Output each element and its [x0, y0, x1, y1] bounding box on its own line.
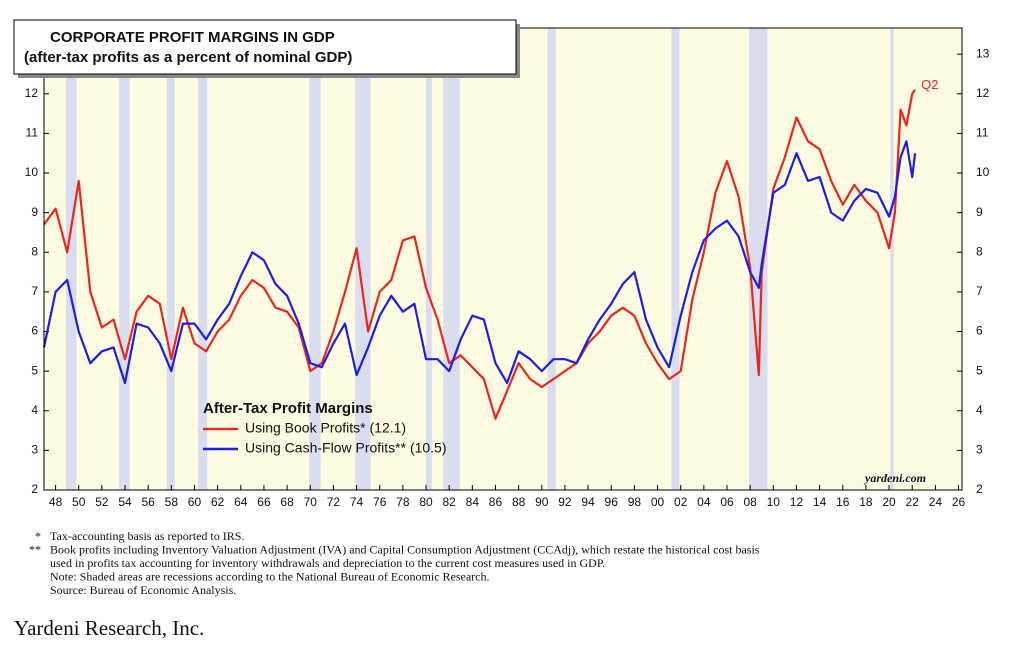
- recession-band: [119, 28, 130, 490]
- footnote-line: Book profits including Inventory Valuati…: [50, 542, 760, 556]
- x-tick-label: 82: [442, 495, 456, 509]
- x-tick-label: 16: [836, 495, 850, 509]
- y2-tick-label: 10: [976, 165, 990, 179]
- legend-label: Using Book Profits* (12.1): [245, 420, 406, 436]
- y2-tick-label: 11: [976, 126, 989, 140]
- x-tick-label: 26: [952, 495, 966, 509]
- y-tick-label: 10: [25, 165, 39, 179]
- x-tick-label: 68: [280, 495, 294, 509]
- x-tick-label: 60: [188, 495, 202, 509]
- x-tick-label: 90: [535, 495, 549, 509]
- recession-band: [355, 28, 371, 490]
- x-tick-label: 64: [234, 495, 248, 509]
- y2-tick-label: 12: [976, 86, 990, 100]
- recession-band: [671, 28, 680, 490]
- x-tick-label: 24: [929, 495, 943, 509]
- x-tick-label: 76: [373, 495, 387, 509]
- y-tick-label: 4: [31, 403, 38, 417]
- y-tick-label: 6: [31, 324, 38, 338]
- chart-title: CORPORATE PROFIT MARGINS IN GDP: [50, 29, 335, 46]
- y-tick-label: 8: [31, 244, 38, 258]
- x-tick-label: 22: [906, 495, 920, 509]
- title-box: [13, 19, 517, 75]
- x-tick-label: 20: [882, 495, 896, 509]
- series-line: [43, 89, 916, 420]
- y2-tick-label: 7: [976, 284, 983, 298]
- x-tick-label: 72: [327, 495, 341, 509]
- recession-band: [890, 28, 894, 490]
- x-tick-label: 98: [628, 495, 642, 509]
- recession-band: [748, 28, 768, 490]
- y-tick-label: 2: [31, 482, 38, 496]
- x-tick-label: 04: [697, 495, 711, 509]
- recession-band: [309, 28, 321, 490]
- y-tick-label: 3: [31, 443, 38, 457]
- y2-tick-label: 6: [976, 324, 983, 338]
- footnote-mark: **: [29, 542, 41, 556]
- y-tick-label: 9: [31, 205, 38, 219]
- footnote-mark: *: [35, 529, 41, 543]
- recession-band: [547, 28, 556, 490]
- y2-tick-label: 4: [976, 403, 983, 417]
- recession-band: [443, 28, 460, 490]
- plot-background: [44, 28, 962, 490]
- x-tick-label: 84: [466, 495, 480, 509]
- x-tick-label: 94: [581, 495, 595, 509]
- y-tick-label: 12: [25, 86, 39, 100]
- x-tick-label: 96: [605, 495, 619, 509]
- x-tick-label: 12: [790, 495, 804, 509]
- y-tick-label: 7: [31, 284, 38, 298]
- x-tick-label: 06: [720, 495, 734, 509]
- x-tick-label: 50: [72, 495, 86, 509]
- watermark: yardeni.com: [863, 471, 926, 485]
- annotation: Q2: [921, 77, 938, 92]
- y-tick-label: 5: [31, 363, 38, 377]
- recession-band: [65, 28, 77, 490]
- x-tick-label: 00: [651, 495, 665, 509]
- footnote-line: used in profits tax accounting for inven…: [50, 556, 605, 570]
- footnote-line: Source: Bureau of Economic Analysis.: [50, 583, 236, 597]
- y-tick-label: 11: [26, 126, 39, 140]
- x-tick-label: 88: [512, 495, 526, 509]
- x-tick-label: 48: [49, 495, 63, 509]
- recession-band: [426, 28, 432, 490]
- x-tick-label: 74: [350, 495, 364, 509]
- x-tick-label: 56: [142, 495, 156, 509]
- x-tick-label: 02: [674, 495, 688, 509]
- footnote-line: Tax-accounting basis as reported to IRS.: [50, 529, 244, 543]
- x-tick-label: 78: [396, 495, 410, 509]
- x-tick-label: 58: [165, 495, 179, 509]
- x-tick-label: 66: [257, 495, 271, 509]
- footnote-line: Note: Shaded areas are recessions accord…: [50, 569, 490, 583]
- y2-tick-label: 3: [976, 443, 983, 457]
- x-tick-label: 54: [118, 495, 132, 509]
- x-tick-label: 10: [767, 495, 781, 509]
- x-tick-label: 86: [489, 495, 503, 509]
- y2-tick-label: 9: [976, 205, 983, 219]
- chart-subtitle: (after-tax profits as a percent of nomin…: [24, 49, 352, 66]
- x-tick-label: 92: [558, 495, 572, 509]
- legend-label: Using Cash-Flow Profits** (10.5): [245, 440, 447, 456]
- x-tick-label: 08: [743, 495, 757, 509]
- y2-tick-label: 5: [976, 363, 983, 377]
- x-tick-label: 62: [211, 495, 225, 509]
- x-tick-label: 80: [419, 495, 433, 509]
- x-tick-label: 14: [813, 495, 827, 509]
- publisher: Yardeni Research, Inc.: [14, 616, 204, 640]
- y2-tick-label: 8: [976, 244, 983, 258]
- recession-band: [166, 28, 175, 490]
- legend-title: After-Tax Profit Margins: [203, 400, 373, 417]
- recession-band: [197, 28, 208, 490]
- x-tick-label: 70: [304, 495, 318, 509]
- x-tick-label: 52: [95, 495, 109, 509]
- series-line: [42, 140, 917, 385]
- y2-tick-label: 2: [976, 482, 983, 496]
- x-tick-label: 18: [859, 495, 873, 509]
- y2-tick-label: 13: [976, 46, 990, 60]
